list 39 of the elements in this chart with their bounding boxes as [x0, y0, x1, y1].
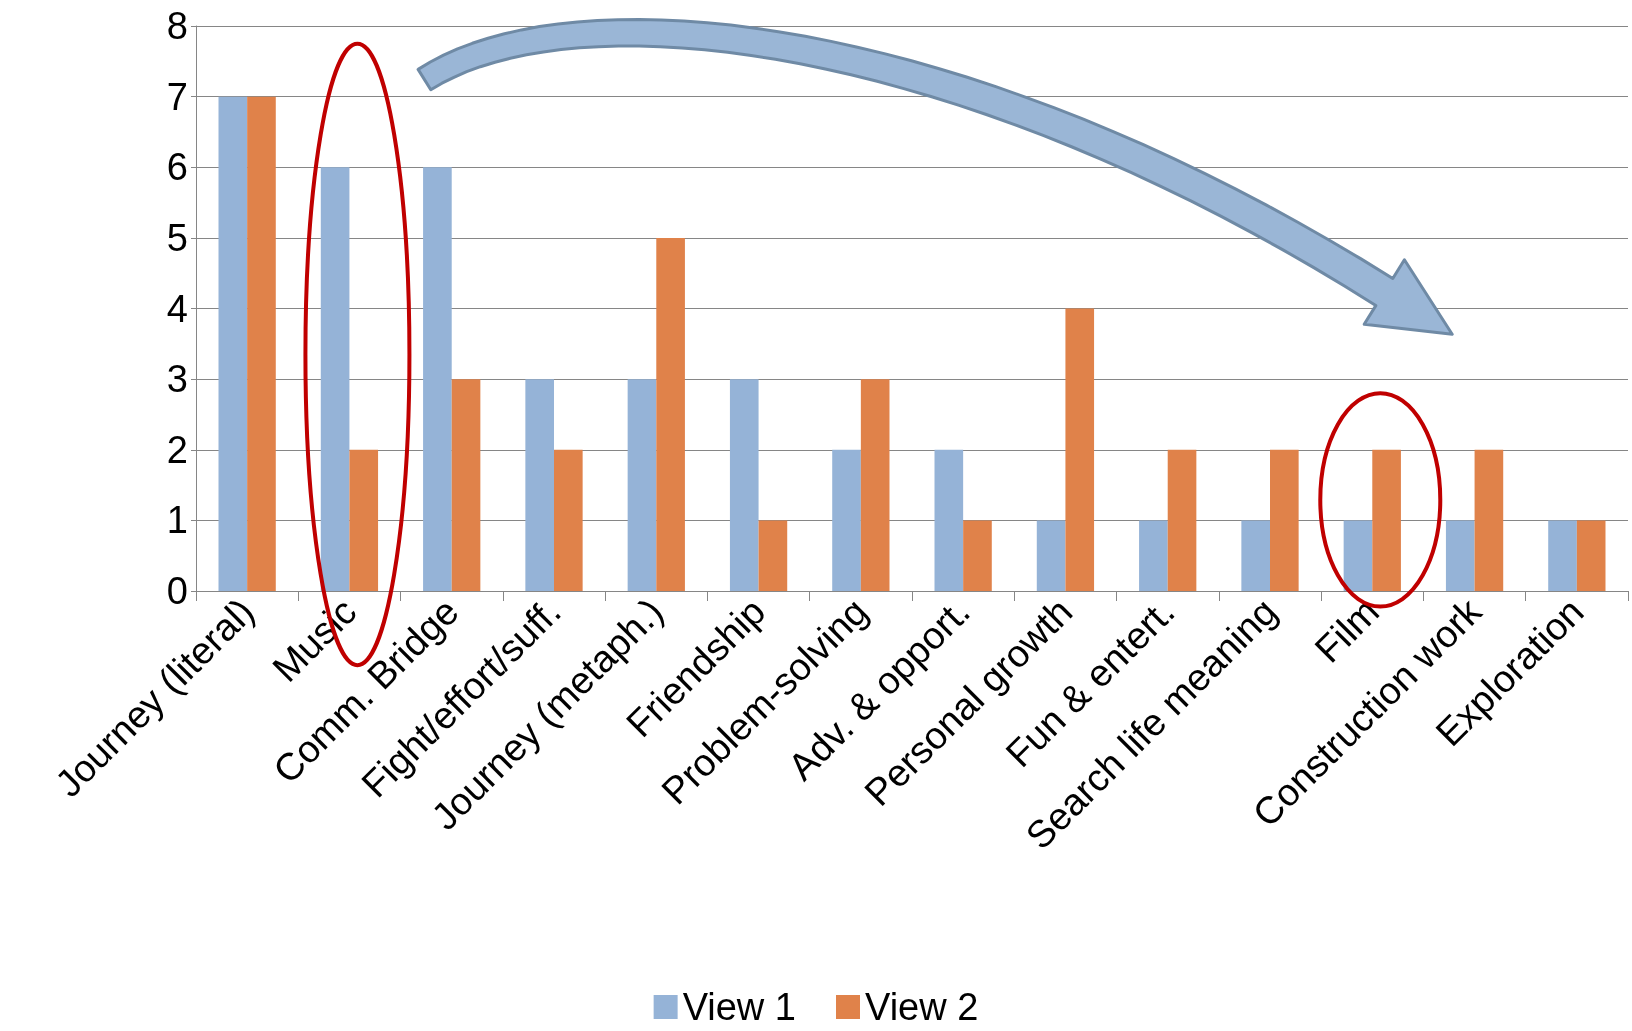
- bar: [1167, 449, 1197, 591]
- bar: [1065, 308, 1095, 591]
- y-tick-label: 1: [166, 499, 188, 542]
- y-tick-label: 5: [166, 216, 188, 259]
- y-tick-label: 2: [166, 428, 188, 471]
- bar: [963, 520, 992, 591]
- bar: [1241, 520, 1270, 591]
- bar: [627, 379, 657, 591]
- bar: [860, 379, 890, 591]
- y-tick-label: 7: [166, 75, 188, 118]
- bar: [1270, 449, 1299, 591]
- bar: [729, 379, 759, 591]
- bar: [320, 167, 350, 591]
- bar: [1474, 449, 1504, 591]
- x-tick-label: Film: [1306, 590, 1388, 671]
- bar: [525, 379, 554, 591]
- y-tick-label: 6: [166, 146, 188, 189]
- y-tick-label: 8: [166, 5, 188, 47]
- bar: [758, 520, 788, 591]
- bar: [656, 237, 685, 591]
- y-tick-label: 4: [166, 287, 188, 330]
- bar: [1548, 520, 1577, 591]
- bar: [832, 449, 861, 591]
- legend-label: View 1: [682, 986, 797, 1028]
- bar: [1445, 520, 1475, 591]
- y-tick-label: 3: [166, 358, 188, 401]
- bar: [554, 449, 583, 591]
- bar: [1343, 520, 1373, 591]
- bar: [247, 96, 276, 591]
- bar: [1036, 520, 1066, 591]
- bar: [1372, 449, 1401, 591]
- bar: [1576, 520, 1606, 591]
- bar: [423, 167, 452, 591]
- bar: [349, 449, 379, 591]
- bar: [1139, 520, 1168, 591]
- bar: [218, 96, 248, 591]
- bar: [934, 449, 964, 591]
- legend-label: View 2: [865, 986, 979, 1028]
- bar: [451, 379, 481, 591]
